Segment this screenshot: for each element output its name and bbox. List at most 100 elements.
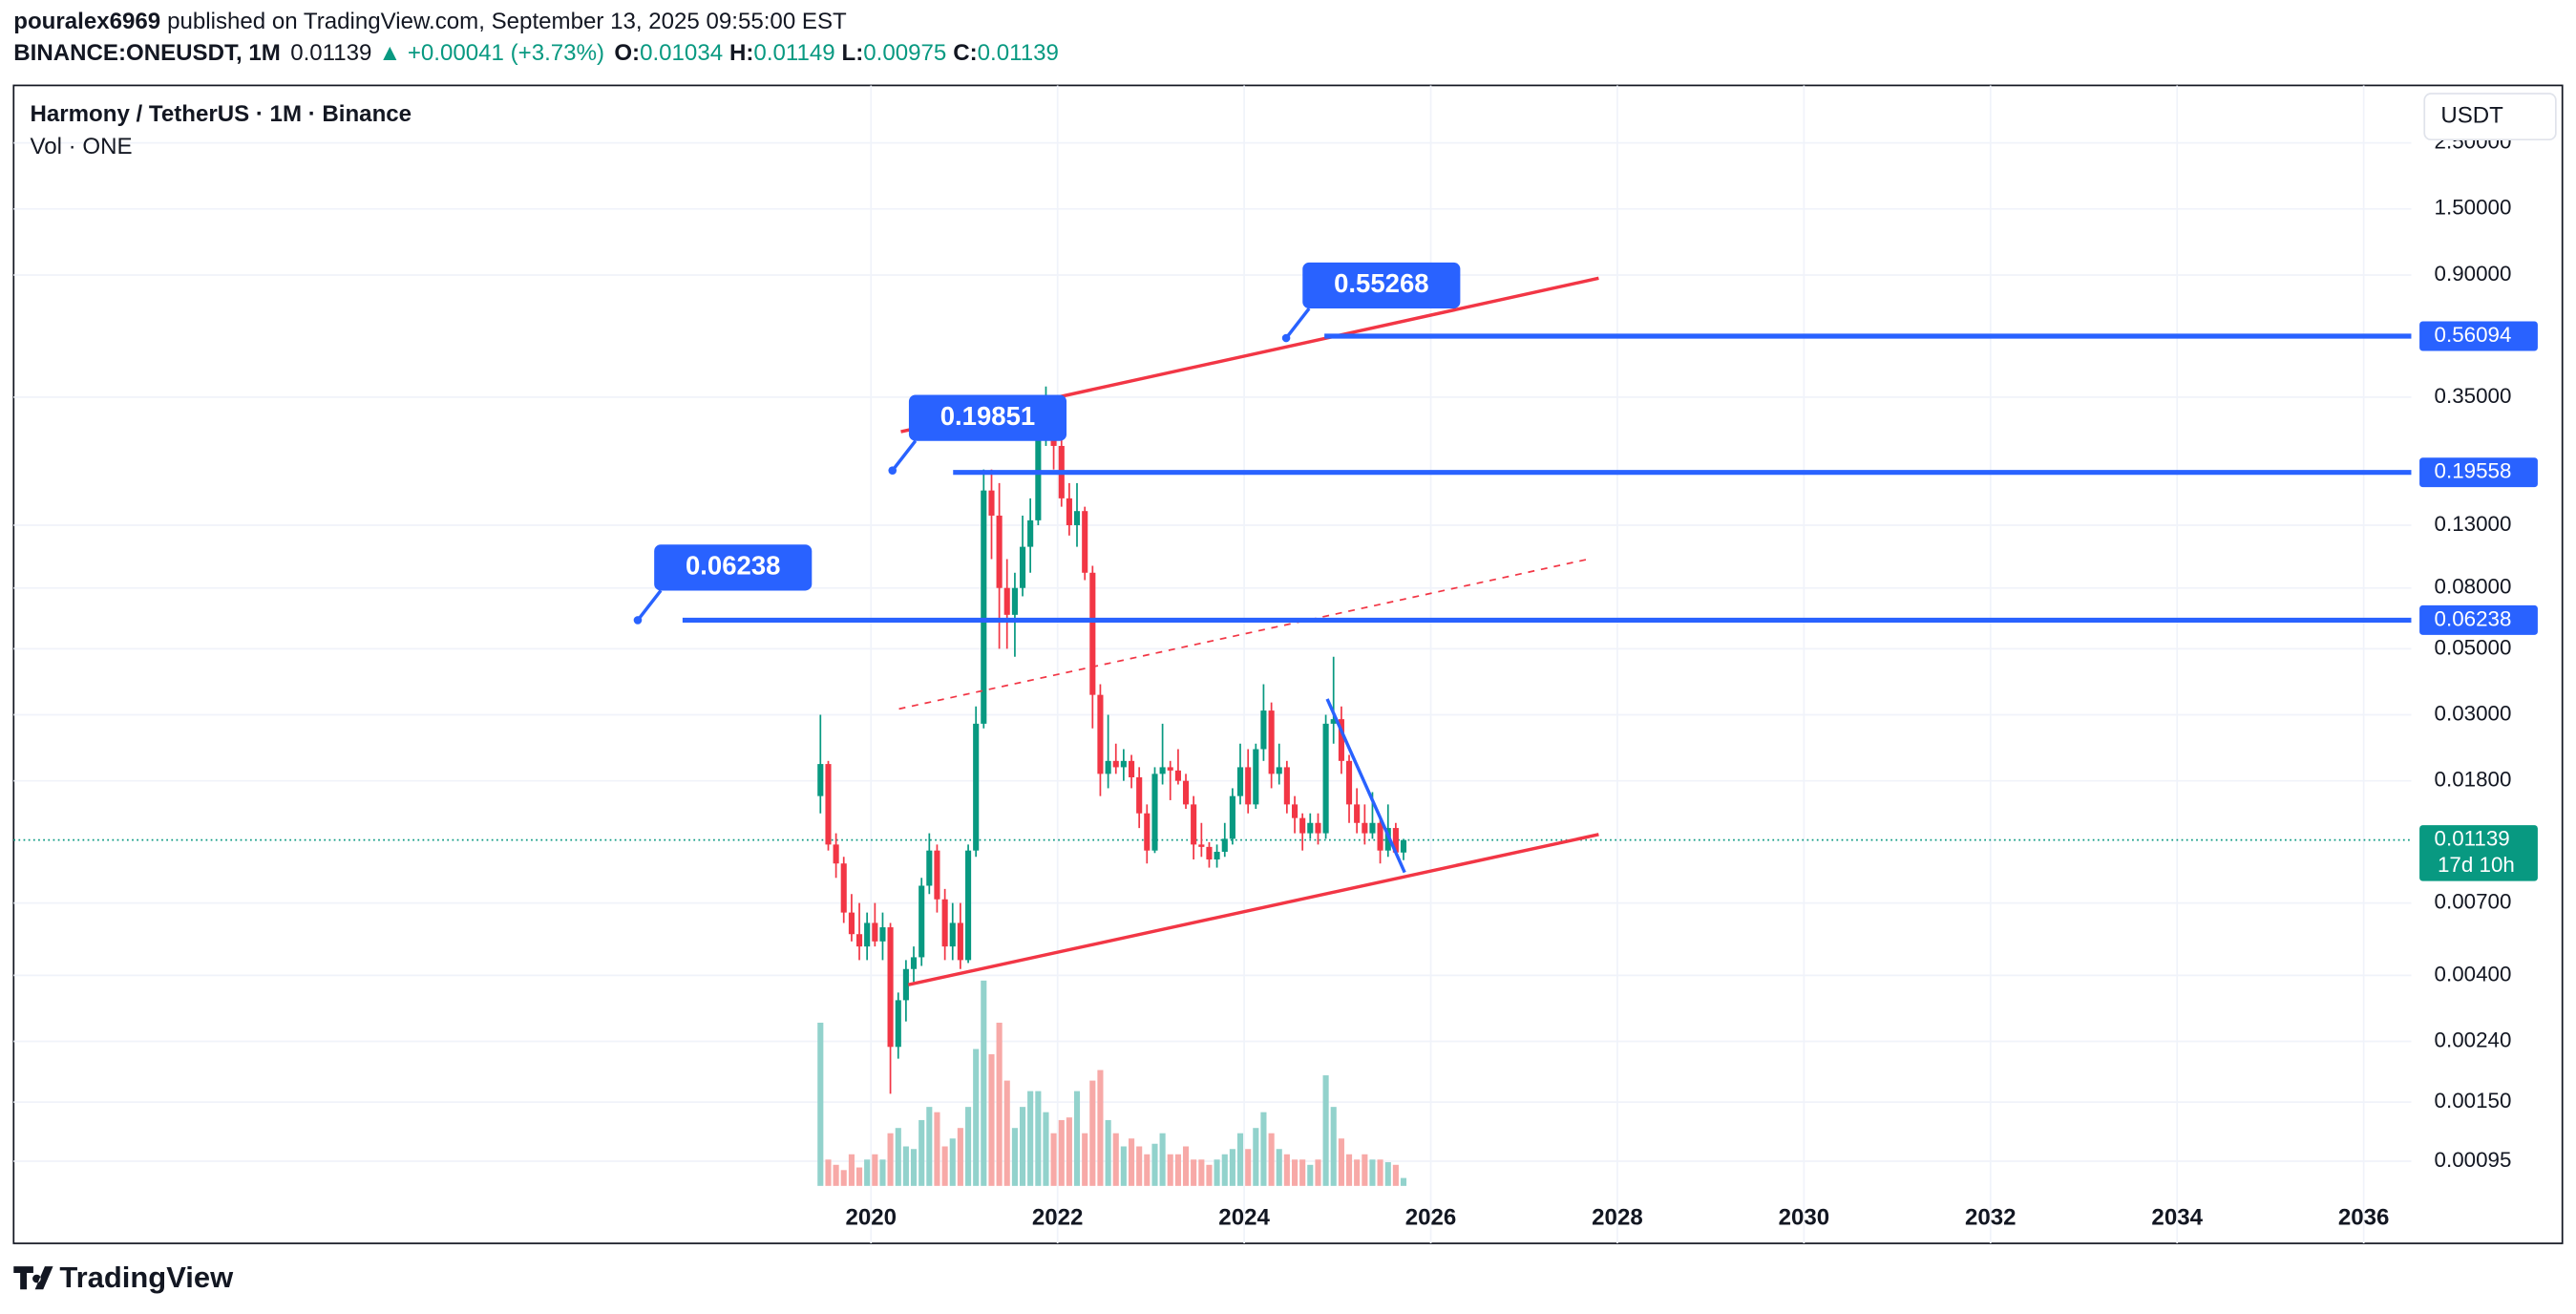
volume-bar — [1245, 1149, 1252, 1186]
callout-stem — [636, 589, 663, 622]
x-tick-label: 2026 — [1405, 1205, 1457, 1231]
candle-body — [1112, 760, 1119, 768]
volume-bar — [1082, 1133, 1088, 1186]
candle-body — [1206, 846, 1213, 860]
candle-body — [1283, 767, 1290, 805]
candle-body — [1362, 822, 1368, 834]
volume-bar — [1362, 1154, 1368, 1186]
callout-anchor — [888, 466, 897, 475]
logo: TradingView — [13, 1261, 234, 1294]
y-tick-label: 0.05000 — [2435, 635, 2512, 659]
volume-bar — [1011, 1128, 1018, 1186]
volume-bar — [1236, 1133, 1244, 1186]
volume-bar — [973, 1049, 980, 1186]
last-price-tag — [2419, 825, 2538, 881]
candle-body — [872, 922, 878, 942]
candle-body — [1221, 838, 1228, 852]
candle-body — [926, 850, 933, 886]
level-label: 0.06238 — [2435, 606, 2512, 630]
candle-body — [957, 922, 963, 961]
level-tag — [2419, 604, 2538, 635]
candle-body — [1089, 572, 1096, 695]
volume-bar — [1050, 1133, 1057, 1186]
candle-body — [1174, 770, 1181, 781]
volume-bar — [1129, 1138, 1135, 1186]
brand: TradingView — [59, 1261, 234, 1294]
volume-bar — [1043, 1112, 1049, 1186]
volume-bar — [1307, 1164, 1314, 1186]
candle-body — [1066, 498, 1072, 525]
candle-body — [1276, 767, 1282, 774]
currency-button[interactable] — [2423, 93, 2557, 141]
volume-bar — [1058, 1119, 1065, 1186]
volume-bar — [840, 1170, 847, 1186]
countdown-label: 17d 10h — [2438, 853, 2515, 877]
volume-bar — [1377, 1159, 1383, 1186]
candle-body — [1198, 844, 1205, 847]
volume-bar — [879, 1159, 886, 1186]
chart-frame — [12, 84, 2564, 1244]
volume-bar — [1299, 1159, 1306, 1186]
volume-bar — [1174, 1154, 1181, 1186]
candle-body — [1129, 760, 1135, 777]
level-label: 0.56094 — [2435, 323, 2512, 347]
callout-box — [654, 544, 813, 591]
ohlc-label: O: — [614, 40, 640, 66]
volume-bar — [1167, 1154, 1173, 1186]
candle-body — [1011, 587, 1018, 615]
candle-body — [902, 968, 909, 1001]
y-tick-label: 0.00095 — [2435, 1148, 2512, 1172]
volume-bar — [1229, 1149, 1235, 1186]
volume-bar — [1019, 1107, 1026, 1186]
candle-body — [981, 490, 987, 724]
volume-bar — [1221, 1154, 1228, 1186]
volume-bar — [1338, 1138, 1344, 1186]
candle-body — [1191, 804, 1197, 845]
volume-bar — [1159, 1133, 1166, 1186]
volume-bar — [1214, 1159, 1220, 1186]
currency-label[interactable]: USDT — [2440, 102, 2503, 128]
candle-body — [1082, 511, 1088, 573]
candle-body — [1268, 710, 1275, 774]
callout-box — [908, 394, 1067, 441]
volume-bar — [996, 1022, 1003, 1186]
callout-label: 0.06238 — [686, 551, 780, 581]
published: published on TradingView.com, September … — [167, 9, 847, 34]
volume-bar — [957, 1128, 963, 1186]
x-tick-label: 2030 — [1779, 1205, 1830, 1231]
candle-body — [1229, 795, 1235, 839]
volume-bar — [1136, 1146, 1143, 1186]
y-tick-label: 0.00400 — [2435, 962, 2512, 986]
callout-stem — [1284, 307, 1311, 340]
symbol-line: BINANCE:ONEUSDT, 1M 0.01139 ▲ +0.00041 (+3… — [13, 40, 1059, 66]
callout-anchor — [633, 616, 643, 625]
candle-body — [1384, 828, 1391, 851]
volume-bar — [1384, 1162, 1391, 1186]
y-tick-label: 0.35000 — [2435, 384, 2512, 408]
y-tick-label: 0.00700 — [2435, 889, 2512, 913]
volume-bar — [1003, 1080, 1010, 1186]
ohlc-label: C: — [953, 40, 977, 66]
candle-body — [941, 899, 948, 947]
candle-body — [895, 1000, 901, 1048]
symbol: BINANCE:ONEUSDT, 1M — [13, 40, 281, 66]
volume-bar — [1035, 1091, 1042, 1186]
chart-title: Harmony / TetherUS · 1M · Binance — [30, 101, 412, 127]
candle-body — [1159, 767, 1166, 774]
candle-body — [1299, 817, 1306, 834]
callout-anchor — [1281, 333, 1291, 343]
y-tick-label: 1.50000 — [2435, 196, 2512, 220]
x-tick-label: 2032 — [1965, 1205, 2016, 1231]
last-price-label: 0.01139 — [2435, 827, 2510, 851]
volume-bar — [1400, 1177, 1407, 1186]
callout-stem — [891, 439, 918, 472]
candle-body — [1315, 822, 1321, 834]
x-tick-label: 2028 — [1592, 1205, 1643, 1231]
volume-bar — [910, 1149, 918, 1186]
candle-body — [1120, 760, 1127, 768]
candle-body — [996, 515, 1003, 588]
volume-bar — [941, 1146, 948, 1186]
volume-bar — [1322, 1075, 1329, 1186]
volume-bar — [1283, 1154, 1290, 1186]
